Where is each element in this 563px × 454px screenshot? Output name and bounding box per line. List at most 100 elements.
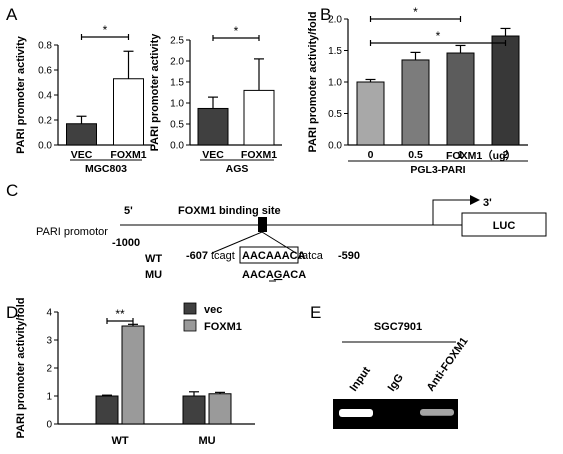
start-position: -1000: [112, 237, 140, 249]
x-tick-label: 1: [458, 149, 464, 161]
gel-band: [339, 409, 373, 417]
zoom-line-left: [211, 231, 263, 254]
luc-label: LUC: [493, 220, 516, 232]
y-tick-label: 1.5: [170, 78, 184, 89]
binding-site-box: [258, 217, 267, 232]
zoom-line-right: [261, 231, 297, 254]
y-axis-label: PARI promoter activity/fold: [15, 298, 27, 439]
group-label: PGL3-PARI: [410, 164, 465, 176]
y-tick-label: 2.5: [170, 36, 184, 47]
x-tick-label: MU: [198, 435, 215, 447]
x-tick-label: FOXM1: [110, 149, 146, 161]
gel-panel: SGC7901 Input IgG Anti-FOXM1: [333, 321, 471, 429]
y-tick-label: 0: [46, 420, 52, 431]
legend-label: vec: [204, 304, 222, 316]
group-label: AGS: [226, 163, 249, 175]
bar: [113, 78, 144, 146]
five-prime-label: 5': [124, 205, 133, 217]
y-tick-label: 1: [46, 392, 52, 403]
y-tick-label: 0.4: [38, 91, 52, 102]
y-tick-label: 1.0: [328, 78, 342, 89]
significance-label: *: [234, 24, 239, 38]
significance-label: *: [436, 29, 441, 43]
bar: [95, 395, 119, 425]
significance-label: **: [115, 307, 125, 321]
transcription-arrow: [432, 199, 470, 225]
y-tick-label: 0.0: [38, 141, 52, 152]
mu-label: MU: [145, 269, 162, 281]
cell-line-label: SGC7901: [374, 321, 422, 333]
mu-part2: ACA: [282, 269, 306, 281]
y-tick-label: 3: [46, 336, 52, 347]
y-tick-label: 2.0: [328, 15, 342, 26]
x-axis-title: FOXM1（ug）: [446, 149, 516, 162]
y-tick-label: 4: [46, 308, 52, 319]
bar: [491, 35, 520, 146]
wt-core: AACAAACA: [242, 250, 306, 262]
chart-b-dose: 0.0 0.5 1.0 1.5 2.0 PARI promoter activity/fo…: [307, 5, 528, 176]
x-tick-label: FOXM1: [241, 149, 277, 161]
y-tick-label: 0.0: [170, 141, 184, 152]
chart-d-wt-mu: 0 1 2 3 4 PARI promoter activity/fold WT MU ** ve…: [15, 298, 255, 447]
legend-label: FOXM1: [204, 321, 242, 333]
arrow-head-icon: [470, 195, 480, 205]
chart-a-ags: 0.0 0.5 1.0 1.5 2.0 2.5 PARI promoter activity…: [149, 24, 282, 175]
lane-label-igg: IgG: [386, 372, 406, 394]
promoter-label: PARI promotor: [36, 226, 108, 238]
mu-sequence: AACAGACA: [242, 269, 306, 281]
y-tick-label: 0.6: [38, 66, 52, 77]
lane-label-anti-foxm1: Anti-FOXM1: [425, 335, 471, 393]
x-tick-label: 0: [368, 149, 374, 161]
bar: [197, 107, 229, 146]
chart-a-mgc803: 0.0 0.2 0.4 0.6 0.8 PARI promoter activity VEC…: [15, 23, 152, 175]
bar: [66, 123, 97, 146]
luc-box: [461, 212, 547, 237]
wt-flank-right: tatca: [299, 250, 324, 262]
wt-flank-left: tcagt: [211, 250, 235, 262]
significance-label: *: [413, 5, 418, 19]
wt-end: -590: [338, 250, 360, 262]
legend-swatch: [183, 302, 197, 315]
significance-label: *: [103, 23, 108, 37]
x-tick-label: 0.5: [408, 149, 423, 161]
mu-part1: AACA: [242, 269, 274, 281]
panel-letter-d: D: [6, 303, 18, 322]
y-tick-label: 1.0: [170, 99, 184, 110]
gel-bands: [339, 409, 454, 417]
y-tick-label: 1.5: [328, 46, 342, 57]
panel-letter-b: B: [320, 5, 331, 24]
legend-swatch: [183, 319, 197, 332]
bar: [243, 89, 275, 146]
x-tick-label: VEC: [71, 149, 93, 161]
y-axis-label: PARI promoter activity/fold: [307, 12, 319, 153]
mu-mutation: G: [274, 269, 283, 281]
binding-site-label: FOXM1 binding site: [178, 205, 281, 217]
wt-start: -607: [186, 250, 208, 262]
bar: [356, 81, 385, 146]
wt-label: WT: [145, 253, 162, 265]
x-tick-label: 2: [503, 149, 509, 161]
y-axis-label: PARI promoter activity: [149, 33, 161, 152]
bar: [446, 52, 475, 146]
bar: [182, 395, 206, 425]
group-label: MGC803: [85, 163, 127, 175]
three-prime-label: 3': [483, 197, 492, 209]
x-tick-label: WT: [111, 435, 128, 447]
panel-letter-e: E: [310, 303, 321, 322]
lane-label-input: Input: [348, 365, 373, 394]
panel-letter-a: A: [6, 5, 18, 24]
bar: [121, 325, 145, 425]
promoter-diagram: PARI promotor 5' FOXM1 binding site -100…: [36, 195, 547, 282]
x-tick-label: VEC: [202, 149, 224, 161]
y-tick-label: 0.0: [328, 141, 342, 152]
y-axis-label: PARI promoter activity: [15, 35, 27, 154]
y-tick-label: 0.5: [170, 120, 184, 131]
core-sequence-box: [239, 246, 299, 264]
y-tick-label: 0.5: [328, 109, 342, 120]
y-tick-label: 0.2: [38, 116, 52, 127]
panel-letter-c: C: [6, 181, 18, 200]
gel-band: [420, 409, 454, 416]
bar: [208, 393, 232, 425]
y-tick-label: 0.8: [38, 41, 52, 52]
